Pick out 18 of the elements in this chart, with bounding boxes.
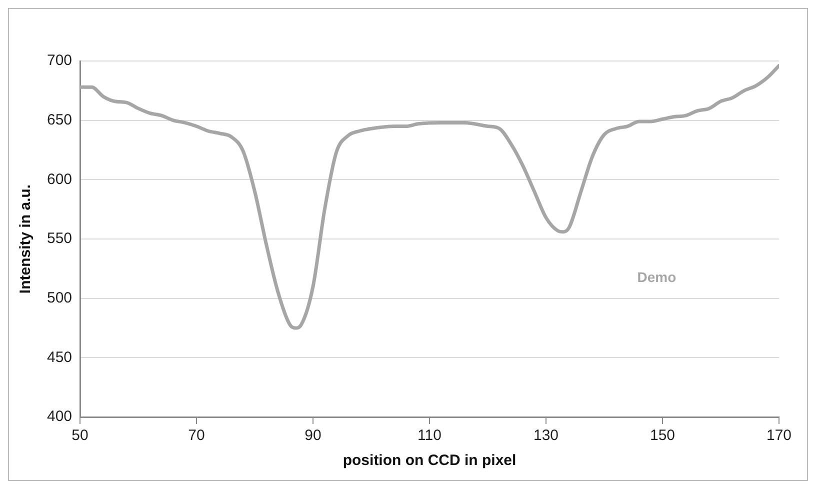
x-tick-label: 110 (418, 427, 442, 444)
y-tick-label: 550 (46, 230, 72, 248)
line-series (80, 64, 779, 330)
x-tick-label: 50 (72, 427, 88, 444)
y-tick-label: 450 (46, 348, 72, 366)
x-tick-label: 70 (188, 427, 205, 444)
y-tick-label: 500 (46, 289, 72, 306)
y-tick-label: 600 (46, 170, 72, 188)
y-axis-title: Intensity in a.u. (17, 184, 34, 294)
y-tick-label: 400 (46, 408, 72, 426)
y-tick-label: 650 (46, 111, 72, 128)
x-axis-title: position on CCD in pixel (342, 452, 516, 470)
text: Demo (637, 269, 676, 286)
y-tick-label: 700 (46, 52, 72, 70)
x-tick-label: 90 (304, 427, 322, 444)
x-tick-label: 130 (533, 427, 559, 444)
x-tick-label: 150 (650, 427, 676, 444)
x-tick-label: 170 (766, 427, 792, 444)
